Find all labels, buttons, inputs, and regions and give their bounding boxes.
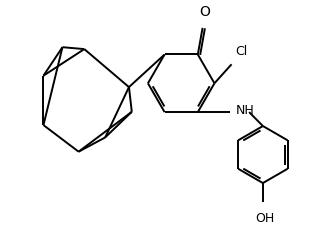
Text: NH: NH — [236, 103, 255, 116]
Text: OH: OH — [255, 211, 275, 224]
Text: Cl: Cl — [235, 45, 248, 57]
Text: O: O — [199, 5, 210, 19]
